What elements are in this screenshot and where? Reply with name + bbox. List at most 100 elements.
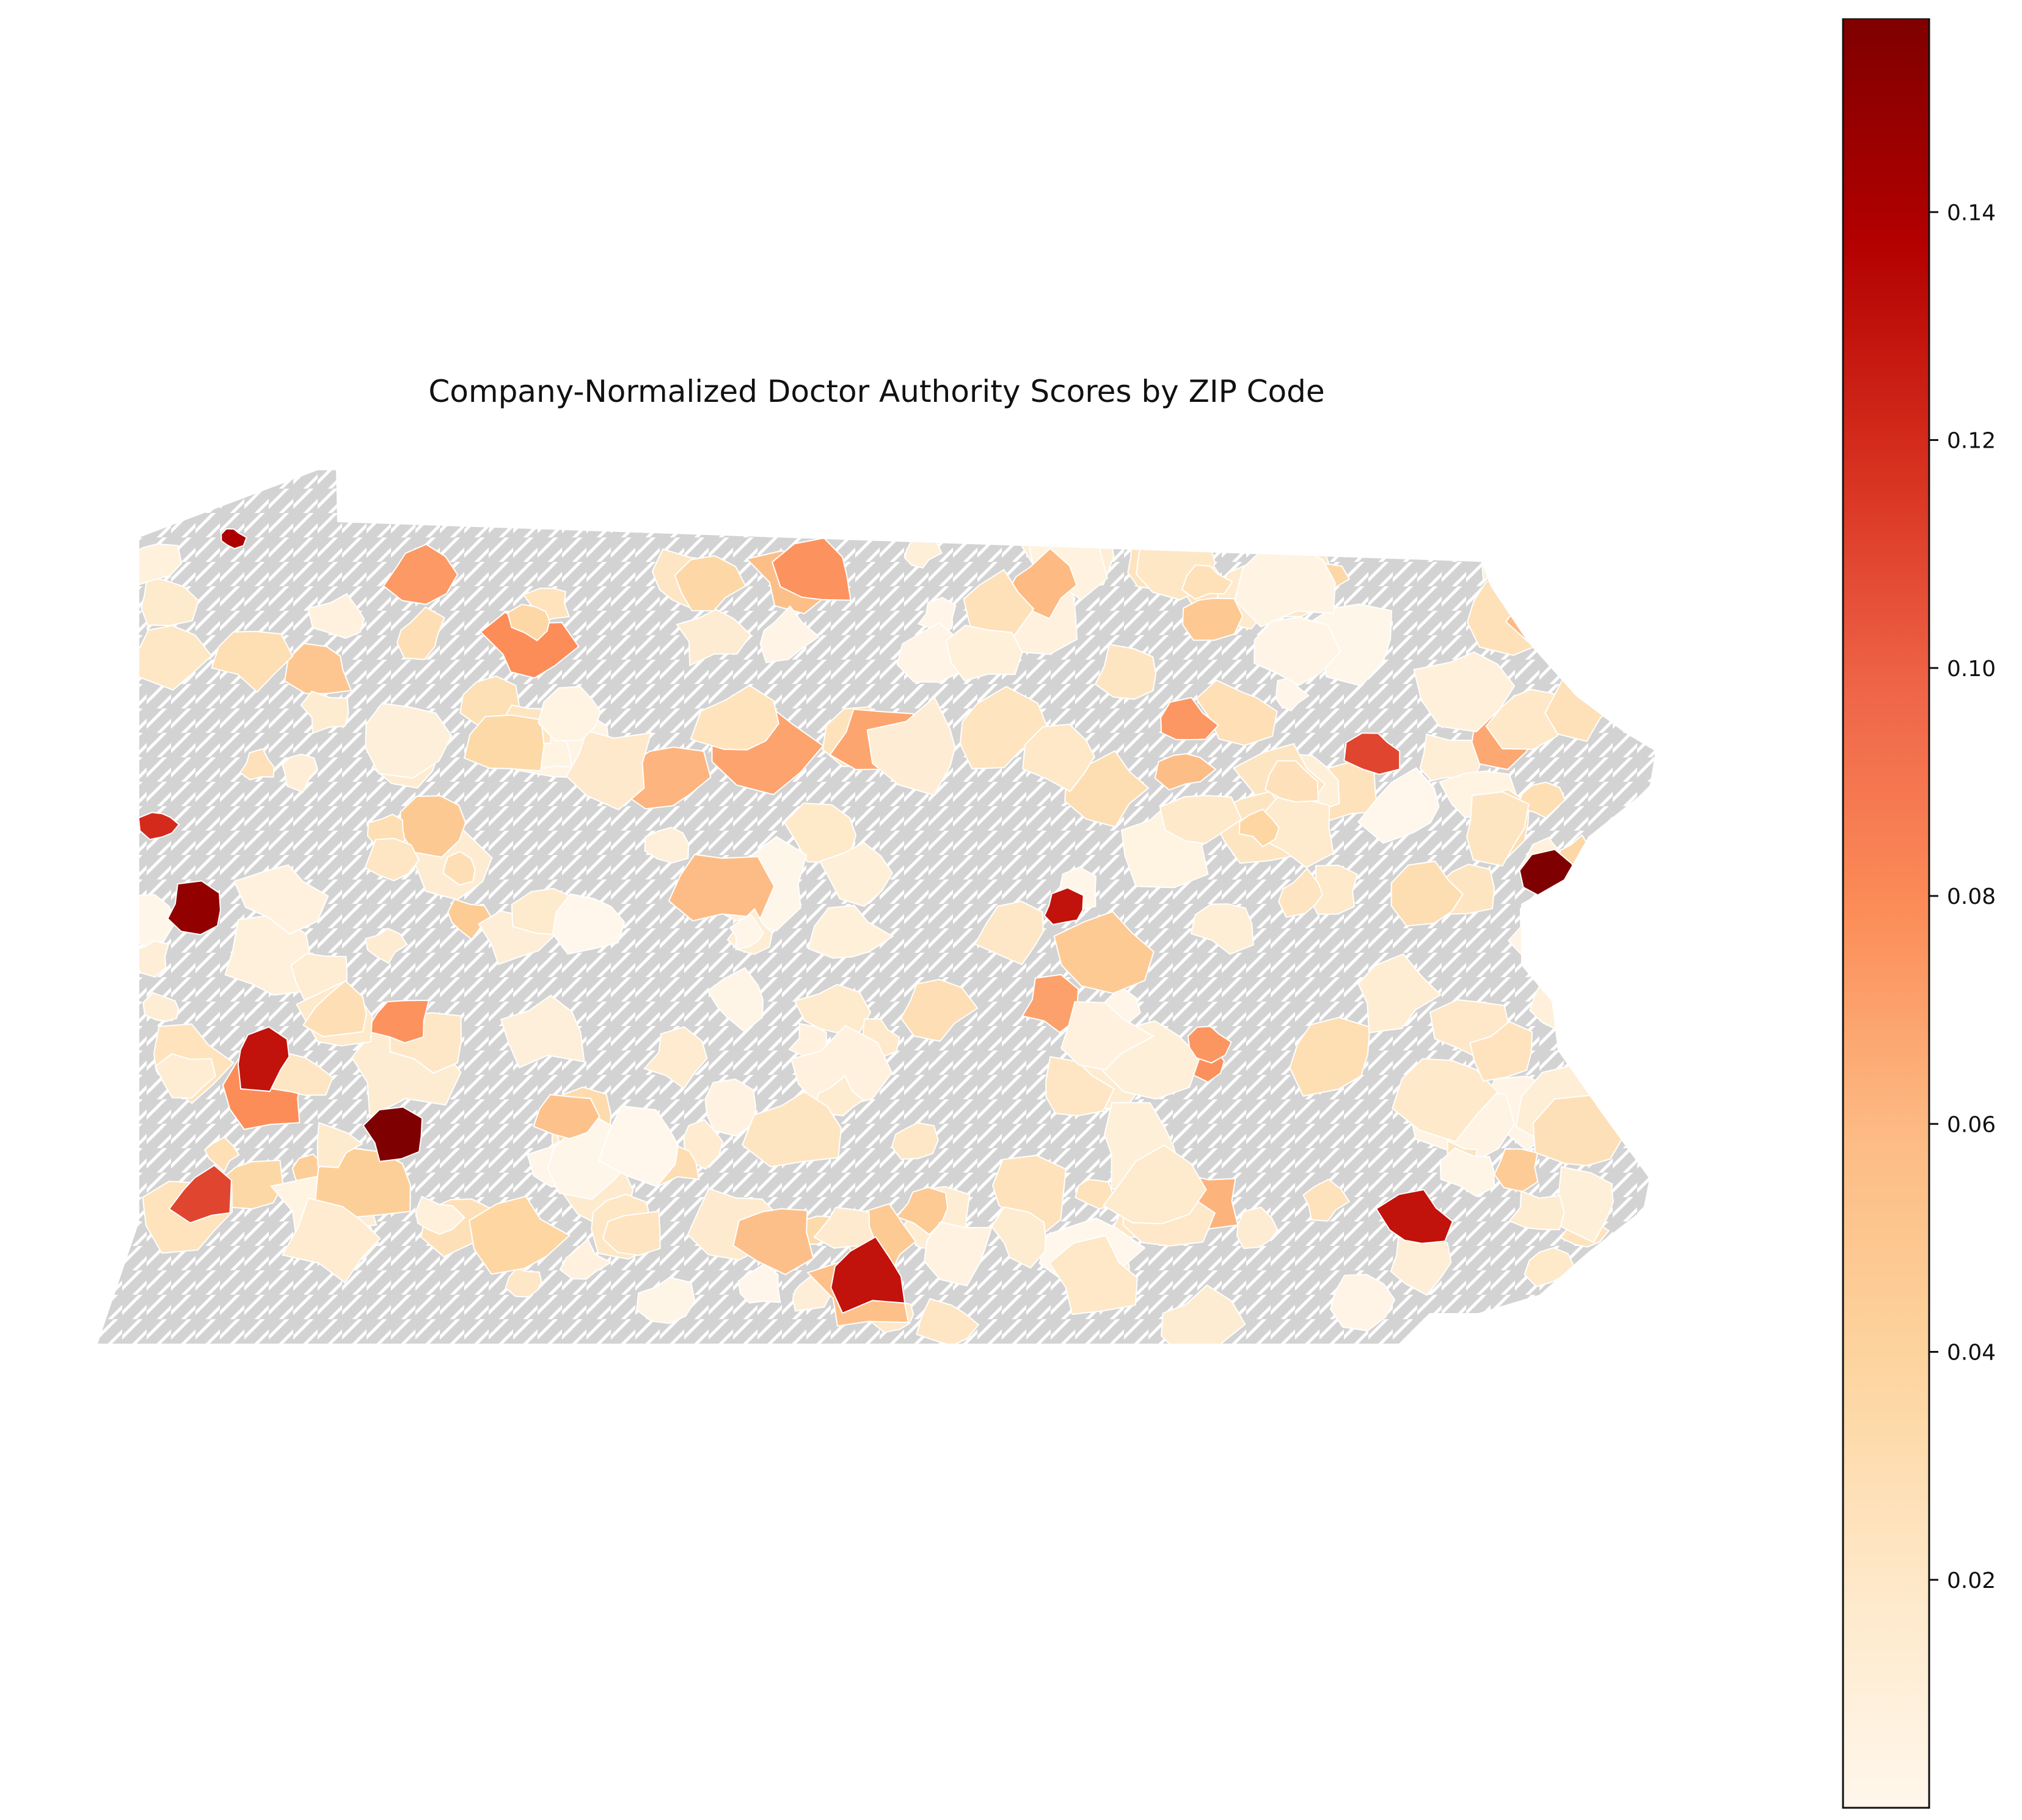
zip-area [552, 893, 626, 955]
zip-area [1357, 953, 1442, 1034]
zip-area [233, 864, 329, 935]
zip-area [239, 748, 275, 781]
zip-area [991, 1154, 1067, 1240]
zip-area [447, 898, 492, 941]
zip-area [155, 1053, 216, 1099]
zip-area [644, 826, 690, 864]
zip-area [141, 575, 200, 627]
zip-area [1508, 1190, 1565, 1231]
colorbar-tick-label: 0.12 [1947, 429, 1996, 454]
zip-area [990, 1206, 1046, 1269]
zip-area [598, 1105, 679, 1187]
zip-area [1045, 1055, 1115, 1117]
zip-area [1264, 760, 1319, 803]
zip-area [1357, 767, 1440, 844]
zip-area [819, 842, 893, 908]
zip-area-highlight [830, 1236, 906, 1314]
zip-area [283, 642, 352, 694]
zip-area [396, 606, 445, 660]
zip-area [302, 980, 367, 1038]
zip-area [365, 702, 453, 779]
zip-area [203, 1136, 240, 1173]
zip-area [1181, 564, 1233, 600]
map-title: Company-Normalized Doctor Authority Scor… [428, 374, 1325, 409]
zip-area [891, 1122, 939, 1160]
zip-area [1048, 1234, 1138, 1316]
zip-area-highlight [168, 1164, 232, 1224]
zip-area [945, 624, 1023, 682]
zip-area [1548, 894, 1594, 928]
zip-area [211, 630, 294, 693]
zip-area [1190, 903, 1254, 955]
zip-area [1330, 1273, 1396, 1331]
zip-area-highlight [362, 1106, 423, 1162]
zip-area [683, 1119, 724, 1170]
zip-area [469, 1195, 571, 1275]
zip-area-highlight [221, 528, 247, 550]
zip-area [365, 927, 408, 964]
zip-area [307, 592, 365, 639]
zip-area [732, 1208, 814, 1276]
zip-area [924, 1221, 993, 1287]
zip-area [281, 753, 319, 793]
zip-area [707, 967, 764, 1033]
choropleth-map [98, 470, 1655, 1344]
zip-area [1103, 1144, 1207, 1225]
zip-area [1238, 809, 1280, 848]
colorbar-tick-label: 0.02 [1947, 1568, 1996, 1593]
zip-area [1053, 911, 1155, 994]
zip-area [1511, 1295, 1602, 1344]
zip-area [1021, 974, 1079, 1033]
zip-area [974, 900, 1044, 966]
zip-area [463, 714, 545, 772]
zip-area [668, 853, 775, 922]
zip-area [1060, 1001, 1155, 1071]
zip-area [1469, 1021, 1533, 1082]
zip-area [1181, 597, 1244, 641]
zip-area [866, 696, 956, 796]
zip-area-highlight [137, 812, 180, 840]
colorbar: 0.02 0.04 0.06 0.08 0.10 0.12 0.14 [1842, 18, 1996, 1809]
zip-area-highlight [1043, 887, 1084, 925]
zip-area [807, 905, 894, 959]
zip-area [533, 1094, 600, 1140]
zip-area [704, 1078, 757, 1137]
zip-area [916, 1298, 980, 1344]
zip-area [1528, 520, 1616, 588]
zip-area [690, 684, 779, 751]
zip-area [506, 603, 550, 642]
zip-area [729, 914, 764, 951]
zip-area [1413, 651, 1516, 733]
zip-area [676, 608, 752, 667]
zip-area-highlight [1375, 1188, 1454, 1244]
zip-area [442, 851, 476, 886]
zip-area [959, 685, 1051, 770]
colorbar-tick-label: 0.06 [1947, 1112, 1996, 1137]
colorbar-gradient [1842, 18, 1930, 1809]
zip-area [415, 1195, 465, 1235]
zip-area [643, 1026, 708, 1090]
colorbar-tick-label: 0.04 [1947, 1341, 1996, 1366]
zip-area-highlight [1343, 732, 1401, 776]
zip-area [1390, 861, 1464, 927]
zip-area [1392, 1058, 1499, 1143]
zip-area [1161, 1284, 1246, 1344]
zip-area [316, 1122, 363, 1168]
zip-area [1302, 1178, 1351, 1222]
zip-area-highlight [237, 1026, 290, 1092]
zip-code-layer [110, 505, 1624, 1344]
zip-area [382, 544, 459, 605]
zip-area [1154, 753, 1217, 791]
zip-area [759, 605, 820, 664]
zip-area [1195, 679, 1278, 746]
zip-area [636, 1276, 696, 1324]
zip-area [771, 537, 852, 601]
zip-area [1187, 1025, 1232, 1064]
zip-area [737, 1262, 781, 1304]
zip-area [1465, 791, 1530, 867]
zip-area [741, 1091, 842, 1168]
zip-area [1236, 1206, 1279, 1250]
zip-area [1289, 1016, 1371, 1097]
zip-area [602, 1210, 661, 1256]
zip-area [505, 1268, 542, 1298]
